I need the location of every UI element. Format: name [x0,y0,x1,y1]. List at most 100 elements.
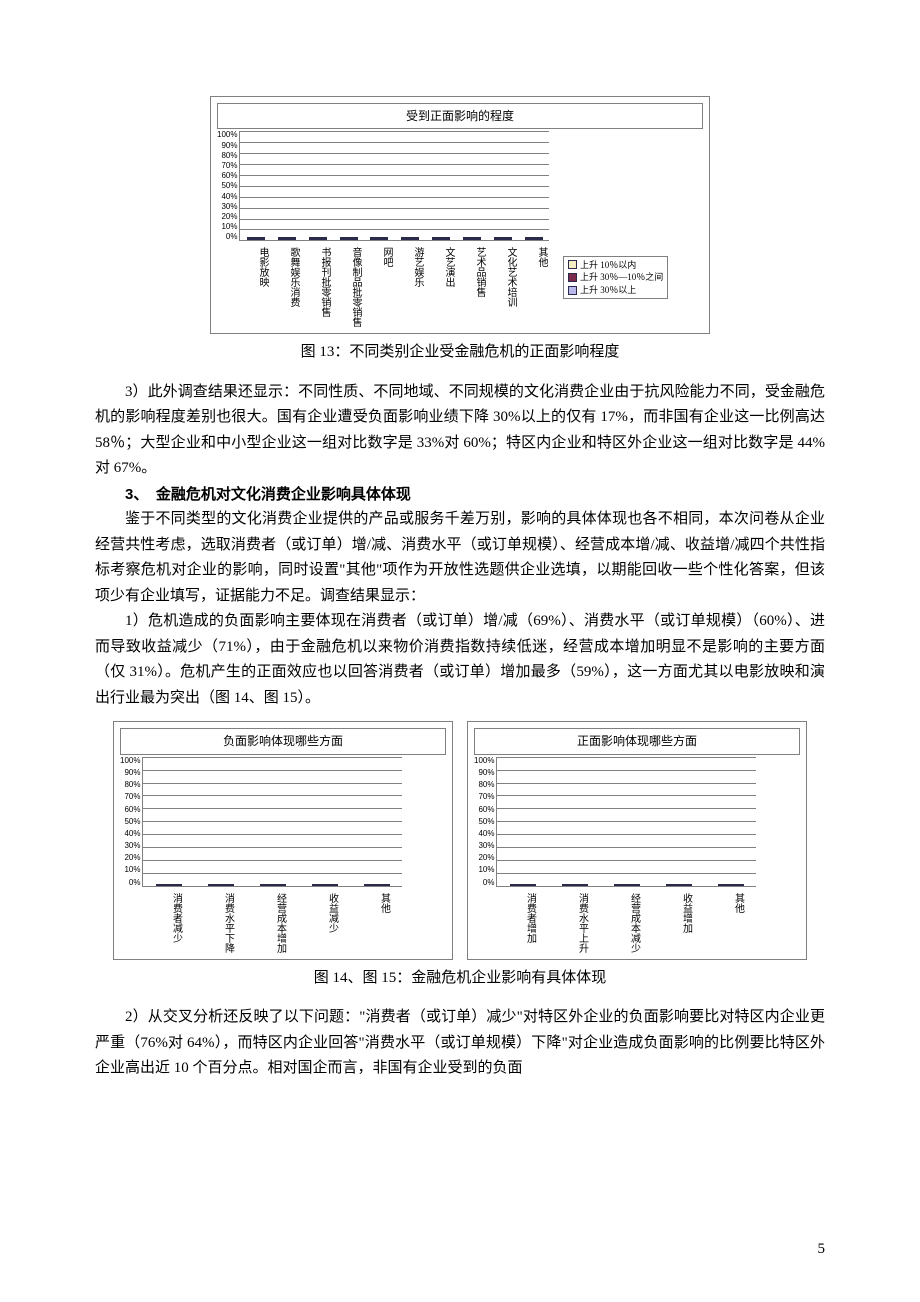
y-tick: 0% [226,233,238,241]
x-label: 音像制品批零销售 [347,247,364,327]
x-label: 收益减少 [324,893,341,953]
bar [278,237,296,240]
x-label: 文艺演出 [440,247,457,327]
charts-14-15-caption: 图 14、图 15：金融危机企业影响有具体体现 [95,966,825,992]
bar [401,237,419,240]
bar [260,884,286,886]
x-label: 其他 [376,893,393,953]
y-tick: 60% [478,806,494,814]
chart-15-title: 正面影响体现哪些方面 [474,728,800,754]
chart-14-title: 负面影响体现哪些方面 [120,728,446,754]
y-tick: 40% [478,830,494,838]
y-tick: 100% [217,131,237,139]
y-tick: 60% [221,172,237,180]
bar [718,884,744,886]
y-tick: 40% [124,830,140,838]
y-tick: 70% [221,162,237,170]
chart-14-plot [142,757,402,887]
x-label: 歌舞娱乐消费 [285,247,302,327]
y-tick: 10% [221,223,237,231]
y-tick: 60% [124,806,140,814]
x-label: 其他 [533,247,550,327]
x-label: 消费者减少 [168,893,185,953]
section-heading-3: 3、 金融危机对文化消费企业影响具体体现 [95,482,825,508]
y-tick: 50% [478,818,494,826]
charts-14-15-container: 负面影响体现哪些方面 100%90%80%70%60%50%40%30%20%1… [95,721,825,959]
bar [510,884,536,886]
y-tick: 90% [124,769,140,777]
x-label: 经营成本增加 [272,893,289,953]
y-tick: 80% [124,781,140,789]
bar [364,884,390,886]
chart-13: 受到正面影响的程度 100%90%80%70%60%50%40%30%20%10… [210,96,710,334]
x-label: 收益增加 [678,893,695,953]
chart-15-y-axis: 100% 90% 80% 70% 60% 50% 40% 30% 20% 10% 0% [474,757,496,887]
x-label: 文化艺术培训 [502,247,519,327]
paragraph-1: 3）此外调查结果还显示：不同性质、不同地域、不同规模的文化消费企业由于抗风险能力… [95,380,825,482]
chart-14: 负面影响体现哪些方面 100%90%80%70%60%50%40%30%20%1… [113,721,453,959]
chart-15-plot [496,757,756,887]
chart-15-x-labels: 消费者增加消费水平上升经营成本减少收益增加其他 [504,893,764,953]
x-label: 网吧 [378,247,395,327]
y-tick: 10% [478,866,494,874]
chart-13-y-axis: 100% 90% 80% 70% 60% 50% 40% 30% 20% 10% 0% [217,131,239,241]
x-label: 书报刊批零销售 [316,247,333,327]
x-label: 艺术品销售 [471,247,488,327]
bar [666,884,692,886]
bar [312,884,338,886]
x-label: 经营成本减少 [626,893,643,953]
bar [463,237,481,240]
bar [247,237,265,240]
y-tick: 30% [221,203,237,211]
chart-13-caption: 图 13：不同类别企业受金融危机的正面影响程度 [95,340,825,366]
legend-item: 上升 30％以上 [568,284,663,297]
bar [562,884,588,886]
x-label: 游艺娱乐 [409,247,426,327]
y-tick: 0% [129,879,141,887]
legend-item: 上升 30％—10％之间 [568,271,663,284]
y-tick: 90% [478,769,494,777]
chart-13-plot [239,131,549,241]
y-tick: 90% [221,142,237,150]
paragraph-4: 2）从交叉分析还反映了以下问题："消费者（或订单）减少"对特区外企业的负面影响要… [95,1005,825,1082]
x-label: 消费水平下降 [220,893,237,953]
y-tick: 100% [120,757,140,765]
chart-14-x-labels: 消费者减少 消费水平下降 经营成本增加 收益减少 其他 [150,893,410,953]
bar [208,884,234,886]
y-tick: 20% [221,213,237,221]
y-tick: 30% [124,842,140,850]
y-tick: 100% [474,757,494,765]
bar [156,884,182,886]
y-tick: 30% [478,842,494,850]
x-label: 电影放映 [254,247,271,327]
chart-13-legend: 上升 10％以内上升 30％—10％之间上升 30％以上 [563,256,668,300]
page-number: 5 [818,1237,826,1263]
chart-13-title: 受到正面影响的程度 [217,103,703,129]
y-tick: 20% [124,854,140,862]
chart-13-x-labels: 电影放映歌舞娱乐消费书报刊批零销售音像制品批零销售网吧游艺娱乐文艺演出艺术品销售… [247,247,557,327]
y-tick: 50% [124,818,140,826]
x-label: 其他 [730,893,747,953]
y-tick: 80% [478,781,494,789]
paragraph-2: 鉴于不同类型的文化消费企业提供的产品或服务千差万别，影响的具体体现也各不相同，本… [95,507,825,609]
bar [494,237,512,240]
y-tick: 70% [124,793,140,801]
legend-item: 上升 10％以内 [568,259,663,272]
chart-13-container: 受到正面影响的程度 100%90%80%70%60%50%40%30%20%10… [95,96,825,334]
bar [309,237,327,240]
y-tick: 70% [478,793,494,801]
x-label: 消费水平上升 [574,893,591,953]
bar [370,237,388,240]
chart-13-area: 100% 90% 80% 70% 60% 50% 40% 30% 20% 10% 0% 电影放映歌舞… [217,131,703,327]
bar [432,237,450,240]
y-tick: 10% [124,866,140,874]
y-tick: 20% [478,854,494,862]
y-tick: 0% [483,879,495,887]
chart-14-y-axis: 100% 90% 80% 70% 60% 50% 40% 30% 20% 10% 0% [120,757,142,887]
y-tick: 80% [221,152,237,160]
bar [525,237,543,240]
bar [340,237,358,240]
y-tick: 50% [221,182,237,190]
chart-15: 正面影响体现哪些方面 100%90%80%70%60%50%40%30%20%1… [467,721,807,959]
y-tick: 40% [221,193,237,201]
